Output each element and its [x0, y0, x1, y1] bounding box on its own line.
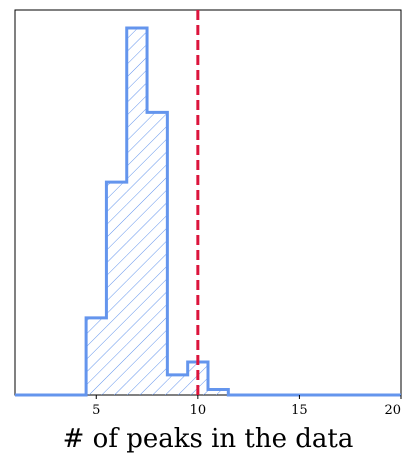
x-axis-label: # of peaks in the data — [63, 424, 354, 454]
x-tick-label: 10 — [190, 403, 207, 418]
plot-frame — [14, 9, 402, 396]
histogram-bar-4 — [147, 112, 168, 395]
x-tick-label: 20 — [384, 403, 401, 418]
x-tick-label: 5 — [92, 403, 100, 418]
histogram-bar-3 — [126, 28, 148, 395]
histogram-bar-5 — [167, 374, 188, 395]
histogram-bar-1 — [86, 317, 107, 395]
histogram-bars — [15, 26, 401, 397]
x-axis-ticks: 5 10 15 20 — [92, 395, 402, 418]
histogram-outline — [15, 26, 401, 397]
histogram-bar-7 — [208, 389, 229, 395]
histogram-bar-2 — [106, 182, 127, 395]
x-tick-label: 15 — [291, 403, 308, 418]
